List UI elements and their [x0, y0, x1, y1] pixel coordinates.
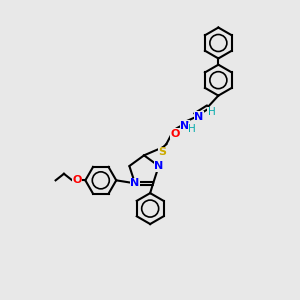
Text: N: N — [194, 112, 204, 122]
Text: N: N — [130, 178, 140, 188]
Text: H: H — [208, 107, 216, 117]
Text: H: H — [188, 124, 196, 134]
Text: N: N — [154, 161, 164, 171]
Text: O: O — [72, 175, 82, 185]
Text: N: N — [180, 121, 190, 130]
Text: S: S — [158, 147, 166, 158]
Text: O: O — [171, 129, 180, 139]
